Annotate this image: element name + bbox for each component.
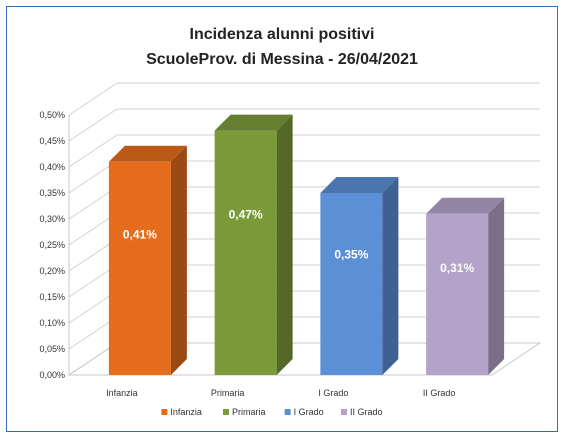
bar-front — [108, 161, 171, 375]
bar-front — [320, 193, 383, 375]
data-label: 0,41% — [123, 228, 157, 242]
gridline-side — [68, 108, 118, 142]
x-axis: Infanzia Primaria I Grado II Grado — [106, 388, 455, 398]
bar-i-grado: 0,35% — [320, 177, 399, 375]
legend-label: Primaria — [232, 407, 266, 417]
legend-label: II Grado — [350, 407, 383, 417]
bar-top — [108, 145, 187, 162]
y-tick-label: 0,30% — [39, 214, 65, 224]
bar-infanzia: 0,41% — [108, 145, 187, 375]
bar-top — [320, 177, 399, 193]
chart-subtitle: ScuoleProv. di Messina - 26/04/2021 — [146, 51, 418, 68]
y-tick-label: 0,40% — [39, 162, 65, 172]
y-tick-label: 0,15% — [39, 292, 65, 302]
legend: Infanzia Primaria I Grado II Grado — [161, 407, 383, 417]
bar-top — [214, 114, 293, 131]
bar-side — [170, 145, 187, 375]
y-tick-label: 0,05% — [39, 344, 65, 354]
y-tick-label: 0,50% — [39, 110, 65, 120]
data-label: 0,47% — [229, 208, 263, 222]
gridline-side — [68, 82, 118, 116]
legend-swatch — [341, 409, 347, 415]
chart-frame: Incidenza alunni positivi ScuoleProv. di… — [6, 6, 558, 432]
gridline-side — [68, 134, 118, 168]
bars: 0,41% 0,47% 0,35% 0,31% — [108, 114, 505, 375]
data-label: 0,31% — [440, 261, 474, 275]
data-label: 0,35% — [334, 248, 368, 262]
y-tick-label: 0,25% — [39, 240, 65, 250]
bar-front — [426, 213, 489, 375]
x-tick-label: Primaria — [211, 388, 245, 398]
legend-label: Infanzia — [170, 407, 202, 417]
legend-item: Primaria — [223, 407, 266, 417]
x-tick-label: I Grado — [318, 388, 348, 398]
y-tick-label: 0,35% — [39, 188, 65, 198]
y-tick-label: 0,20% — [39, 266, 65, 276]
bar-primaria: 0,47% — [214, 114, 293, 375]
y-tick-label: 0,10% — [39, 318, 65, 328]
legend-label: I Grado — [294, 407, 324, 417]
legend-swatch — [223, 409, 229, 415]
bar-front — [214, 130, 277, 375]
bar-ii-grado: 0,31% — [426, 197, 505, 375]
legend-swatch — [161, 409, 168, 415]
bar-side — [488, 197, 505, 375]
bar-top — [426, 197, 505, 214]
legend-item: II Grado — [341, 407, 383, 417]
legend-swatch — [284, 409, 291, 415]
bar-chart: Incidenza alunni positivi ScuoleProv. di… — [39, 26, 542, 417]
legend-item: I Grado — [284, 407, 324, 417]
y-tick-label: 0,45% — [39, 136, 65, 146]
y-tick-label: 0,00% — [39, 370, 65, 380]
y-axis: 0,00% 0,05% 0,10% 0,15% 0,20% 0,25% 0,30% 0,35%… — [39, 110, 65, 380]
chart-title: Incidenza alunni positivi — [190, 26, 375, 43]
x-tick-label: Infanzia — [106, 388, 138, 398]
legend-item: Infanzia — [161, 407, 202, 417]
bar-side — [382, 177, 399, 375]
x-tick-label: II Grado — [423, 388, 456, 398]
bar-side — [276, 114, 293, 375]
